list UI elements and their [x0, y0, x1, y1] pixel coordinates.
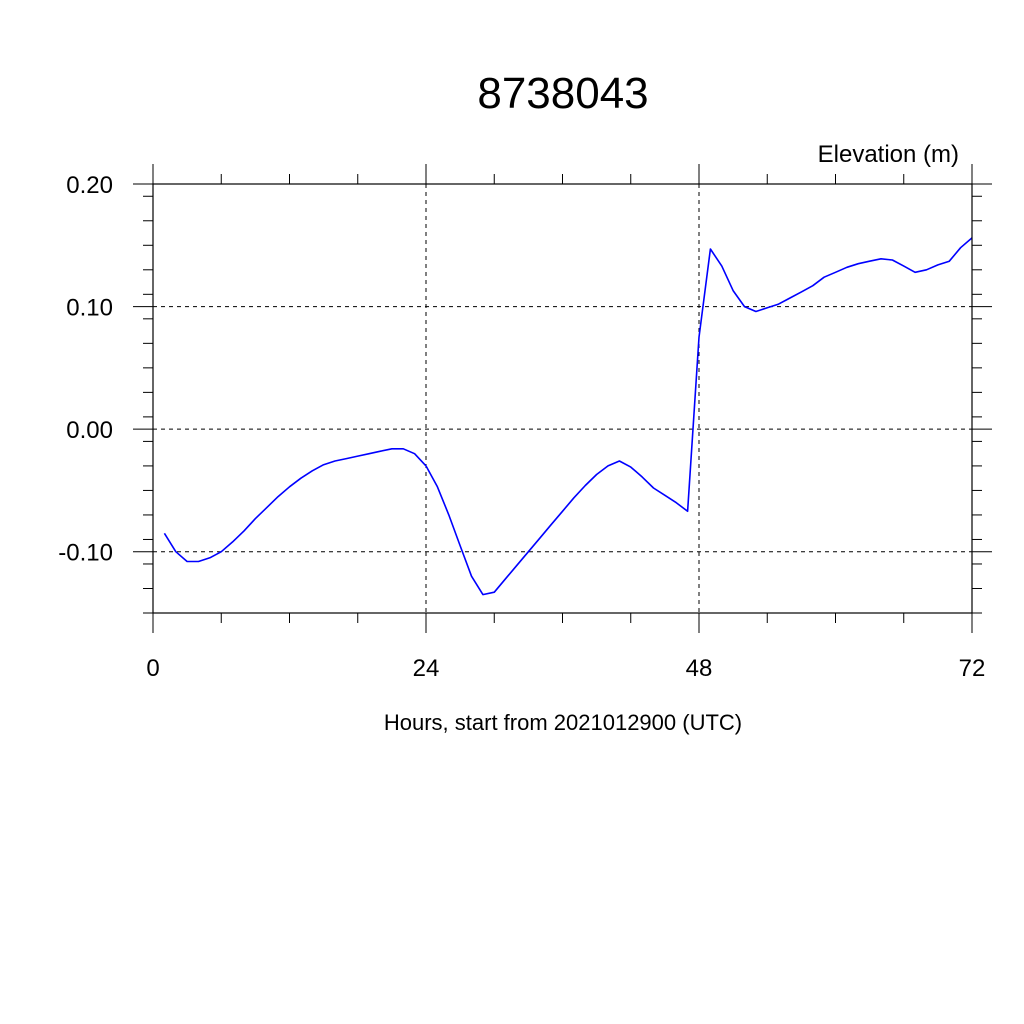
y-tick-label: 0.00: [66, 417, 113, 444]
x-tick-label: 72: [959, 655, 986, 682]
x-tick-label: 0: [146, 655, 159, 682]
x-axis-label: Hours, start from 2021012900 (UTC): [384, 710, 742, 735]
y-tick-label: 0.10: [66, 295, 113, 322]
plot-frame: [152, 183, 973, 614]
y-tick-label: -0.10: [58, 540, 113, 567]
x-tick-label: 24: [413, 655, 440, 682]
chart-title: 8738043: [477, 69, 648, 118]
series-lines: [163, 237, 973, 596]
tick-labels: -0.10 0.00 0.10 0.20 0 24 48 72: [58, 172, 985, 682]
axis-ticks: [133, 164, 992, 633]
grid-lines: [152, 183, 973, 613]
y-axis-label: Elevation (m): [818, 141, 959, 168]
x-tick-label: 48: [686, 655, 713, 682]
series-line: [163, 237, 973, 596]
y-tick-label: 0.20: [66, 172, 113, 199]
